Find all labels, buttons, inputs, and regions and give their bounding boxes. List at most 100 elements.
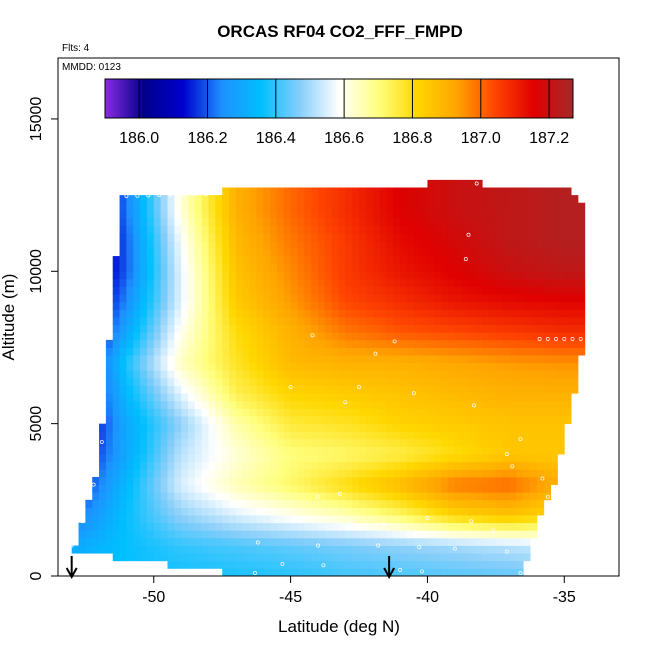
- heatmap-cell: [345, 317, 353, 326]
- heatmap-cell: [536, 461, 545, 470]
- heatmap-cell: [126, 339, 134, 348]
- heatmap-cell: [276, 240, 285, 249]
- heatmap-cell: [536, 263, 545, 272]
- heatmap-cell: [331, 347, 339, 356]
- sample-point: [420, 569, 424, 574]
- heatmap-cell: [276, 476, 285, 485]
- heatmap-cell: [133, 256, 141, 265]
- heatmap-cell: [304, 492, 312, 501]
- heatmap-cell: [468, 446, 476, 455]
- heatmap-cell: [126, 553, 134, 562]
- heatmap-cell: [536, 484, 545, 493]
- heatmap-cell: [406, 317, 415, 326]
- heatmap-cell: [215, 278, 223, 287]
- heatmap-cell: [304, 355, 312, 364]
- heatmap-cell: [208, 545, 216, 554]
- heatmap-cell: [530, 317, 538, 326]
- heatmap-cell: [489, 339, 497, 348]
- heatmap-cell: [441, 545, 449, 554]
- heatmap-cell: [461, 347, 469, 356]
- heatmap-cell: [297, 537, 305, 546]
- heatmap-cell: [365, 454, 374, 463]
- heatmap-cell: [133, 385, 141, 394]
- heatmap-cell: [249, 347, 257, 356]
- heatmap-cell: [276, 202, 285, 211]
- heatmap-cell: [495, 233, 504, 242]
- heatmap-cell: [222, 362, 230, 371]
- heatmap-cell: [489, 278, 497, 287]
- heatmap-cell: [311, 515, 319, 524]
- heatmap-cell: [447, 309, 456, 318]
- heatmap-cell: [242, 423, 250, 432]
- heatmap-cell: [297, 217, 305, 226]
- heatmap-cell: [352, 324, 360, 333]
- heatmap-cell: [331, 355, 339, 364]
- heatmap-cell: [379, 195, 387, 204]
- heatmap-cell: [536, 400, 545, 409]
- heatmap-cell: [133, 217, 141, 226]
- heatmap-cell: [112, 294, 120, 303]
- heatmap-cell: [406, 195, 415, 204]
- heatmap-cell: [311, 233, 319, 242]
- heatmap-cell: [153, 461, 162, 470]
- heatmap-cell: [167, 515, 175, 524]
- heatmap-cell: [140, 492, 148, 501]
- heatmap-cell: [317, 362, 326, 371]
- heatmap-cell: [393, 484, 401, 493]
- heatmap-cell: [400, 545, 408, 554]
- heatmap-cell: [242, 454, 250, 463]
- heatmap-cell: [406, 309, 415, 318]
- sample-point: [472, 403, 476, 408]
- heatmap-cell: [509, 217, 517, 226]
- heatmap-cell: [317, 385, 326, 394]
- heatmap-cell: [290, 438, 298, 447]
- heatmap-cell: [140, 271, 148, 280]
- heatmap-cell: [516, 301, 524, 310]
- heatmap-cell: [249, 515, 257, 524]
- heatmap-cell: [167, 263, 175, 272]
- heatmap-cell: [482, 324, 490, 333]
- heatmap-cell: [495, 560, 504, 569]
- heatmap-cell: [201, 492, 209, 501]
- heatmap-cell: [550, 362, 558, 371]
- heatmap-cell: [297, 469, 305, 478]
- heatmap-cell: [489, 263, 497, 272]
- heatmap-cell: [331, 317, 339, 326]
- heatmap-cell: [256, 347, 264, 356]
- heatmap-cell: [564, 400, 572, 409]
- heatmap-cell: [441, 294, 449, 303]
- heatmap-cell: [297, 301, 305, 310]
- heatmap-cell: [324, 385, 333, 394]
- heatmap-cell: [434, 530, 442, 539]
- heatmap-cell: [447, 393, 456, 402]
- heatmap-cell: [393, 355, 401, 364]
- heatmap-cell: [427, 537, 435, 546]
- heatmap-cell: [112, 286, 120, 295]
- heatmap-cell: [489, 530, 497, 539]
- heatmap-cell: [249, 256, 257, 265]
- heatmap-cell: [249, 370, 257, 379]
- heatmap-cell: [311, 499, 319, 508]
- heatmap-cell: [283, 362, 292, 371]
- heatmap-cell: [235, 438, 244, 447]
- heatmap-cell: [386, 454, 394, 463]
- heatmap-cell: [447, 332, 456, 341]
- heatmap-cell: [379, 454, 387, 463]
- heatmap-cell: [413, 370, 421, 379]
- heatmap-cell: [345, 416, 353, 425]
- heatmap-cell: [468, 339, 476, 348]
- heatmap-cell: [536, 476, 545, 485]
- heatmap-cell: [235, 347, 244, 356]
- heatmap-cell: [530, 294, 538, 303]
- heatmap-cell: [249, 377, 257, 386]
- heatmap-cell: [400, 560, 408, 569]
- heatmap-cell: [263, 339, 271, 348]
- heatmap-cell: [126, 537, 134, 546]
- heatmap-cell: [502, 332, 510, 341]
- heatmap-cell: [167, 454, 175, 463]
- heatmap-cell: [229, 537, 237, 546]
- heatmap-cell: [304, 545, 312, 554]
- heatmap-cell: [420, 233, 428, 242]
- heatmap-cell: [352, 553, 360, 562]
- heatmap-cell: [174, 301, 182, 310]
